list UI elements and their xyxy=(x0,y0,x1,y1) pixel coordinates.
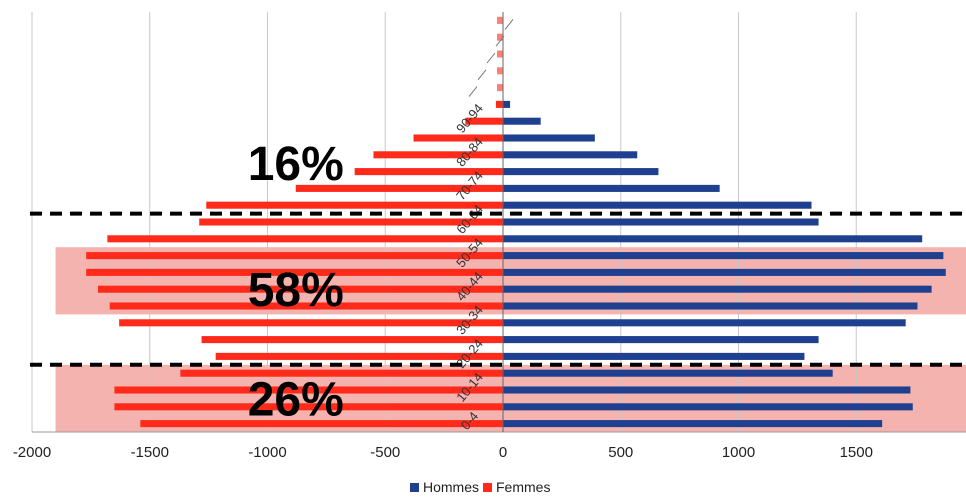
bar-femmes-25-29 xyxy=(201,336,503,344)
bar-hommes-15-19 xyxy=(503,369,833,377)
category-tick-mark xyxy=(468,86,478,97)
bar-hommes-85-89 xyxy=(503,134,595,142)
bar-femmes-85-89 xyxy=(413,134,503,142)
bar-femmes-90-94 xyxy=(465,117,503,125)
bar-femmes-70-74 xyxy=(295,184,503,192)
bar-hommes-5-9 xyxy=(503,403,913,411)
bar-femmes-30-34 xyxy=(119,319,503,327)
bar-femmes-80-84 xyxy=(373,151,503,159)
axis-layer: -2000-1500-1000-50005001000150020 xyxy=(13,12,966,461)
bar-hommes-65-69 xyxy=(503,201,812,209)
bar-femmes-55-59 xyxy=(107,235,504,243)
bar-stub-100-104 xyxy=(497,84,503,92)
category-tick-mark xyxy=(477,69,487,81)
bar-hommes-90-94 xyxy=(503,117,541,125)
category-tick-mark xyxy=(495,35,505,47)
bar-stub-105-109 xyxy=(497,67,503,75)
bar-hommes-45-49 xyxy=(503,268,946,276)
band-dividers xyxy=(30,211,966,367)
x-tick-label: 1000 xyxy=(722,444,755,461)
bar-femmes-75-79 xyxy=(354,168,503,176)
bar-hommes-35-39 xyxy=(503,302,918,310)
bar-femmes-35-39 xyxy=(109,302,503,310)
x-tick-label: -2000 xyxy=(13,444,51,461)
bar-hommes-70-74 xyxy=(503,184,720,192)
bar-femmes-5-9 xyxy=(114,403,504,411)
band-percent-label-1: 58% xyxy=(248,264,344,317)
bar-hommes-75-79 xyxy=(503,168,659,176)
bar-hommes-50-54 xyxy=(503,252,944,260)
bar-hommes-25-29 xyxy=(503,336,819,344)
bar-hommes-20-24 xyxy=(503,352,805,360)
x-tick-label: -1000 xyxy=(248,444,286,461)
bar-hommes-55-59 xyxy=(503,235,923,243)
bar-hommes-10-14 xyxy=(503,386,911,394)
bar-femmes-60-64 xyxy=(199,218,503,226)
x-tick-label: -500 xyxy=(370,444,400,461)
legend-label-femmes: Femmes xyxy=(496,479,550,495)
band-percent-label-0: 16% xyxy=(248,138,344,191)
bar-femmes-40-44 xyxy=(97,285,503,293)
bar-stub-110-114 xyxy=(497,50,503,58)
bar-femmes-20-24 xyxy=(215,352,503,360)
bar-hommes-40-44 xyxy=(503,285,932,293)
bar-hommes-80-84 xyxy=(503,151,638,159)
bar-hommes-30-34 xyxy=(503,319,906,327)
bar-hommes-95-99 xyxy=(503,100,511,108)
x-tick-label: 0 xyxy=(499,444,507,461)
bar-femmes-45-49 xyxy=(86,268,503,276)
bar-stub-115-119 xyxy=(497,33,503,41)
category-tick-mark xyxy=(486,52,496,64)
bar-femmes-15-19 xyxy=(180,369,504,377)
legend-swatch-femmes xyxy=(483,483,492,492)
legend: Hommes Femmes xyxy=(410,479,550,495)
bars-layer xyxy=(86,16,946,428)
band-percent-label-2: 26% xyxy=(248,373,344,426)
bar-hommes-0-4 xyxy=(503,420,883,428)
x-tick-label: 1500 xyxy=(840,444,873,461)
bar-femmes-10-14 xyxy=(114,386,504,394)
band-percent-labels: 16% 58% 26% xyxy=(248,138,344,426)
bar-femmes-65-69 xyxy=(206,201,503,209)
x-tick-label: -1500 xyxy=(131,444,169,461)
bar-hommes-60-64 xyxy=(503,218,819,226)
bar-stub-120-124 xyxy=(497,16,503,24)
legend-label-hommes: Hommes xyxy=(423,479,479,495)
legend-swatch-hommes xyxy=(410,483,419,492)
bar-femmes-95-99 xyxy=(495,100,503,108)
bar-femmes-50-54 xyxy=(86,252,503,260)
bar-femmes-0-4 xyxy=(140,420,503,428)
category-tick-mark xyxy=(504,19,514,30)
x-tick-label: 500 xyxy=(608,444,633,461)
